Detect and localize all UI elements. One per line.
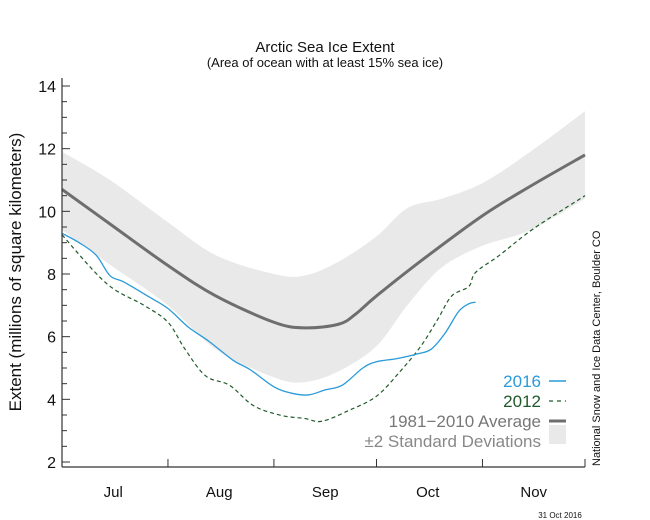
series-2012-line [61,195,586,423]
y-tick-label: 10 [38,204,56,221]
y-axis-label: Extent (millions of square kilometers) [6,133,25,412]
series-average-line [61,153,586,330]
series-2016-line [61,232,476,396]
x-tick-label: Jul [104,484,123,501]
y-tick-label: 12 [38,142,56,159]
chart-subtitle: (Area of ocean with at least 15% sea ice… [207,55,443,70]
y-tick-label: 2 [47,455,56,472]
y-tick-label: 4 [47,392,56,409]
y-tick-label: 14 [38,79,56,96]
legend-label-2012: 2012 [503,392,541,411]
x-tick-label: Aug [206,484,233,501]
y-tick-label: 8 [47,267,56,284]
legend-swatch-std [549,425,566,444]
legend-label-2016: 2016 [503,372,541,391]
std-dev-band [62,111,585,383]
legend: 2016 2012 1981−2010 Average ±2 Standard … [364,372,566,451]
credit-text: National Snow and Ice Data Center, Bould… [591,230,603,466]
chart-title: Arctic Sea Ice Extent [255,39,395,56]
legend-label-std: ±2 Standard Deviations [364,432,541,451]
x-tick-label: Oct [416,484,440,501]
x-tick-label: Nov [520,484,547,501]
x-tick-label: Sep [312,484,339,501]
legend-label-average: 1981−2010 Average [389,412,541,431]
y-tick-label: 6 [47,330,56,347]
date-stamp: 31 Oct 2016 [538,511,582,520]
